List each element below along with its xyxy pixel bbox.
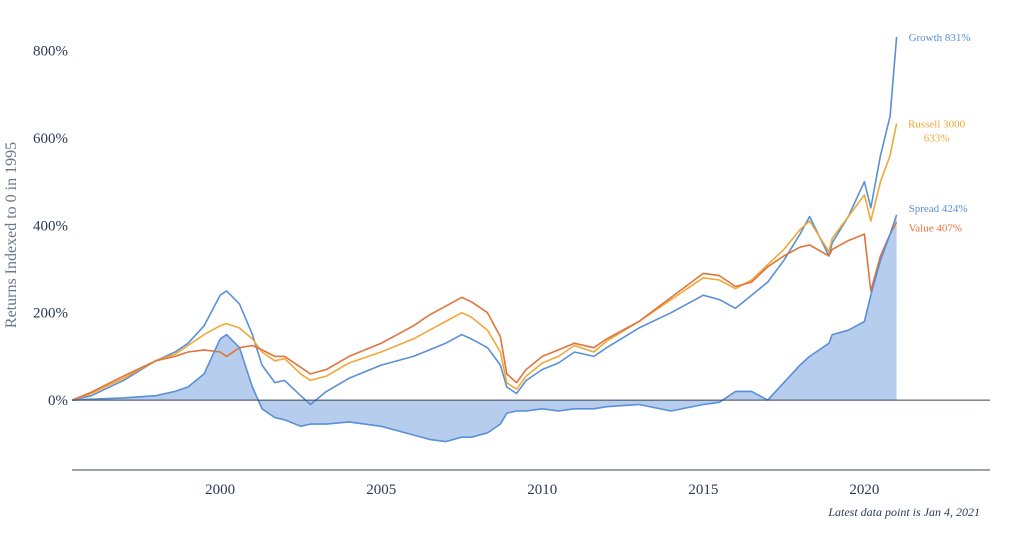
series-lines	[71, 36, 898, 443]
x-tick-label: 2000	[205, 482, 235, 498]
x-tick-label: 2015	[688, 482, 718, 498]
y-tick-label: 800%	[33, 44, 68, 60]
x-tick-label: 2020	[849, 482, 879, 498]
y-tick-label: 400%	[33, 218, 68, 234]
russell-3000-end-label: Russell 3000 633%	[908, 119, 966, 145]
value-end-label: Value 407%	[909, 223, 962, 235]
y-tick-label: 0%	[48, 393, 68, 409]
y-tick-labels: 0% 200% 400% 600% 800%	[33, 44, 68, 410]
growth-line	[71, 36, 898, 406]
spread-line	[71, 214, 898, 443]
series-end-labels: Growth 831% Russell 3000 633% Value 407% Spr…	[908, 32, 971, 234]
footnote: Latest data point is Jan 4, 2021	[827, 505, 980, 519]
x-tick-label: 2005	[366, 482, 396, 498]
russell-3000-line	[71, 123, 898, 401]
y-tick-label: 200%	[33, 306, 68, 322]
y-axis-label: Returns Indexed to 0 in 1995	[3, 142, 20, 328]
y-tick-label: 600%	[33, 131, 68, 147]
x-tick-labels: 2000 2005 2010 2015 2020	[205, 482, 879, 498]
x-tick-label: 2010	[527, 482, 557, 498]
spread-end-label: Spread 424%	[909, 203, 968, 215]
value-line	[71, 221, 898, 401]
growth-end-label: Growth 831%	[909, 32, 971, 44]
